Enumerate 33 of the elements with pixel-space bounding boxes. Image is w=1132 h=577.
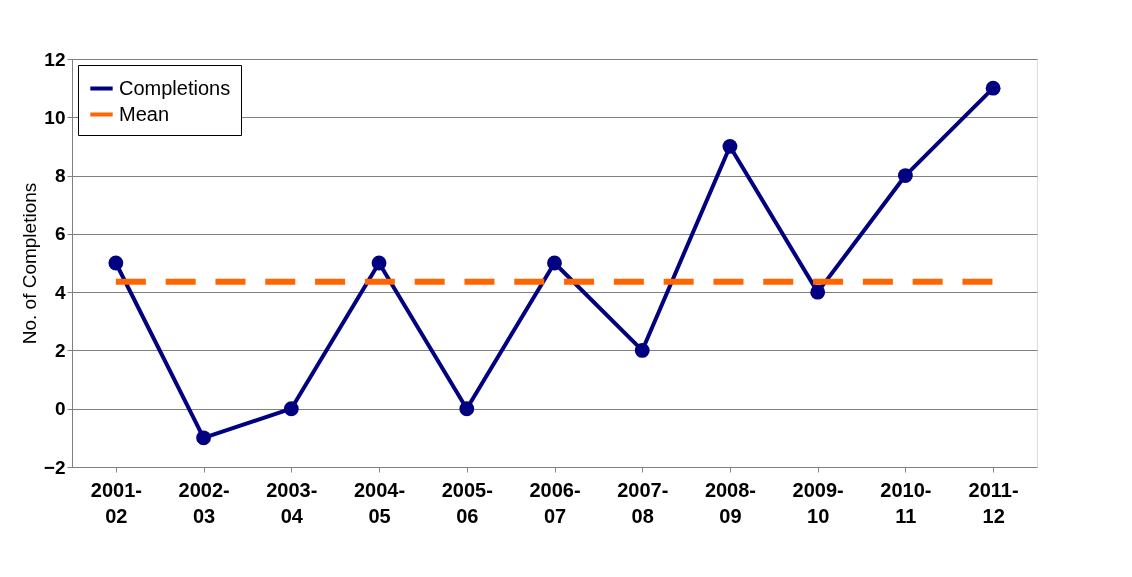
y-tick-label: 2 xyxy=(54,339,66,361)
point xyxy=(459,401,475,417)
y-tick-label: −2 xyxy=(43,456,66,478)
x-tick-label: 2002-03 xyxy=(178,478,230,527)
x-tick-label: 2008-09 xyxy=(704,478,757,527)
point xyxy=(985,80,1001,96)
x-tick-label: 2007-08 xyxy=(617,478,669,527)
x-tick-label: 2009-10 xyxy=(792,478,844,527)
x-tick-label: 2003-04 xyxy=(266,478,318,527)
point xyxy=(634,343,650,358)
legend-label: Mean xyxy=(119,102,170,125)
x-tick-label: 2011-12 xyxy=(968,478,1019,527)
point xyxy=(810,284,826,300)
y-axis-title: No. of Completions xyxy=(18,182,40,345)
legend-label: Completions xyxy=(119,76,231,99)
x-tick-label: 2006-07 xyxy=(529,478,581,527)
point xyxy=(283,401,299,417)
y-tick-label: 12 xyxy=(44,48,66,70)
point xyxy=(371,255,387,271)
point xyxy=(897,168,913,183)
x-tick-label: 2010-11 xyxy=(880,478,932,527)
y-tick-label: 6 xyxy=(54,223,66,245)
point xyxy=(547,255,562,271)
point xyxy=(108,255,124,271)
x-tick-label: 2001-02 xyxy=(90,478,142,527)
y-tick-label: 8 xyxy=(54,165,66,187)
y-tick-label: 4 xyxy=(54,281,66,303)
x-tick-label: 2005-06 xyxy=(441,478,493,527)
point xyxy=(722,139,738,154)
point xyxy=(196,430,212,446)
y-tick-label: 0 xyxy=(54,398,66,420)
x-tick-label: 2004-05 xyxy=(353,478,406,527)
y-tick-label: 10 xyxy=(44,106,66,128)
